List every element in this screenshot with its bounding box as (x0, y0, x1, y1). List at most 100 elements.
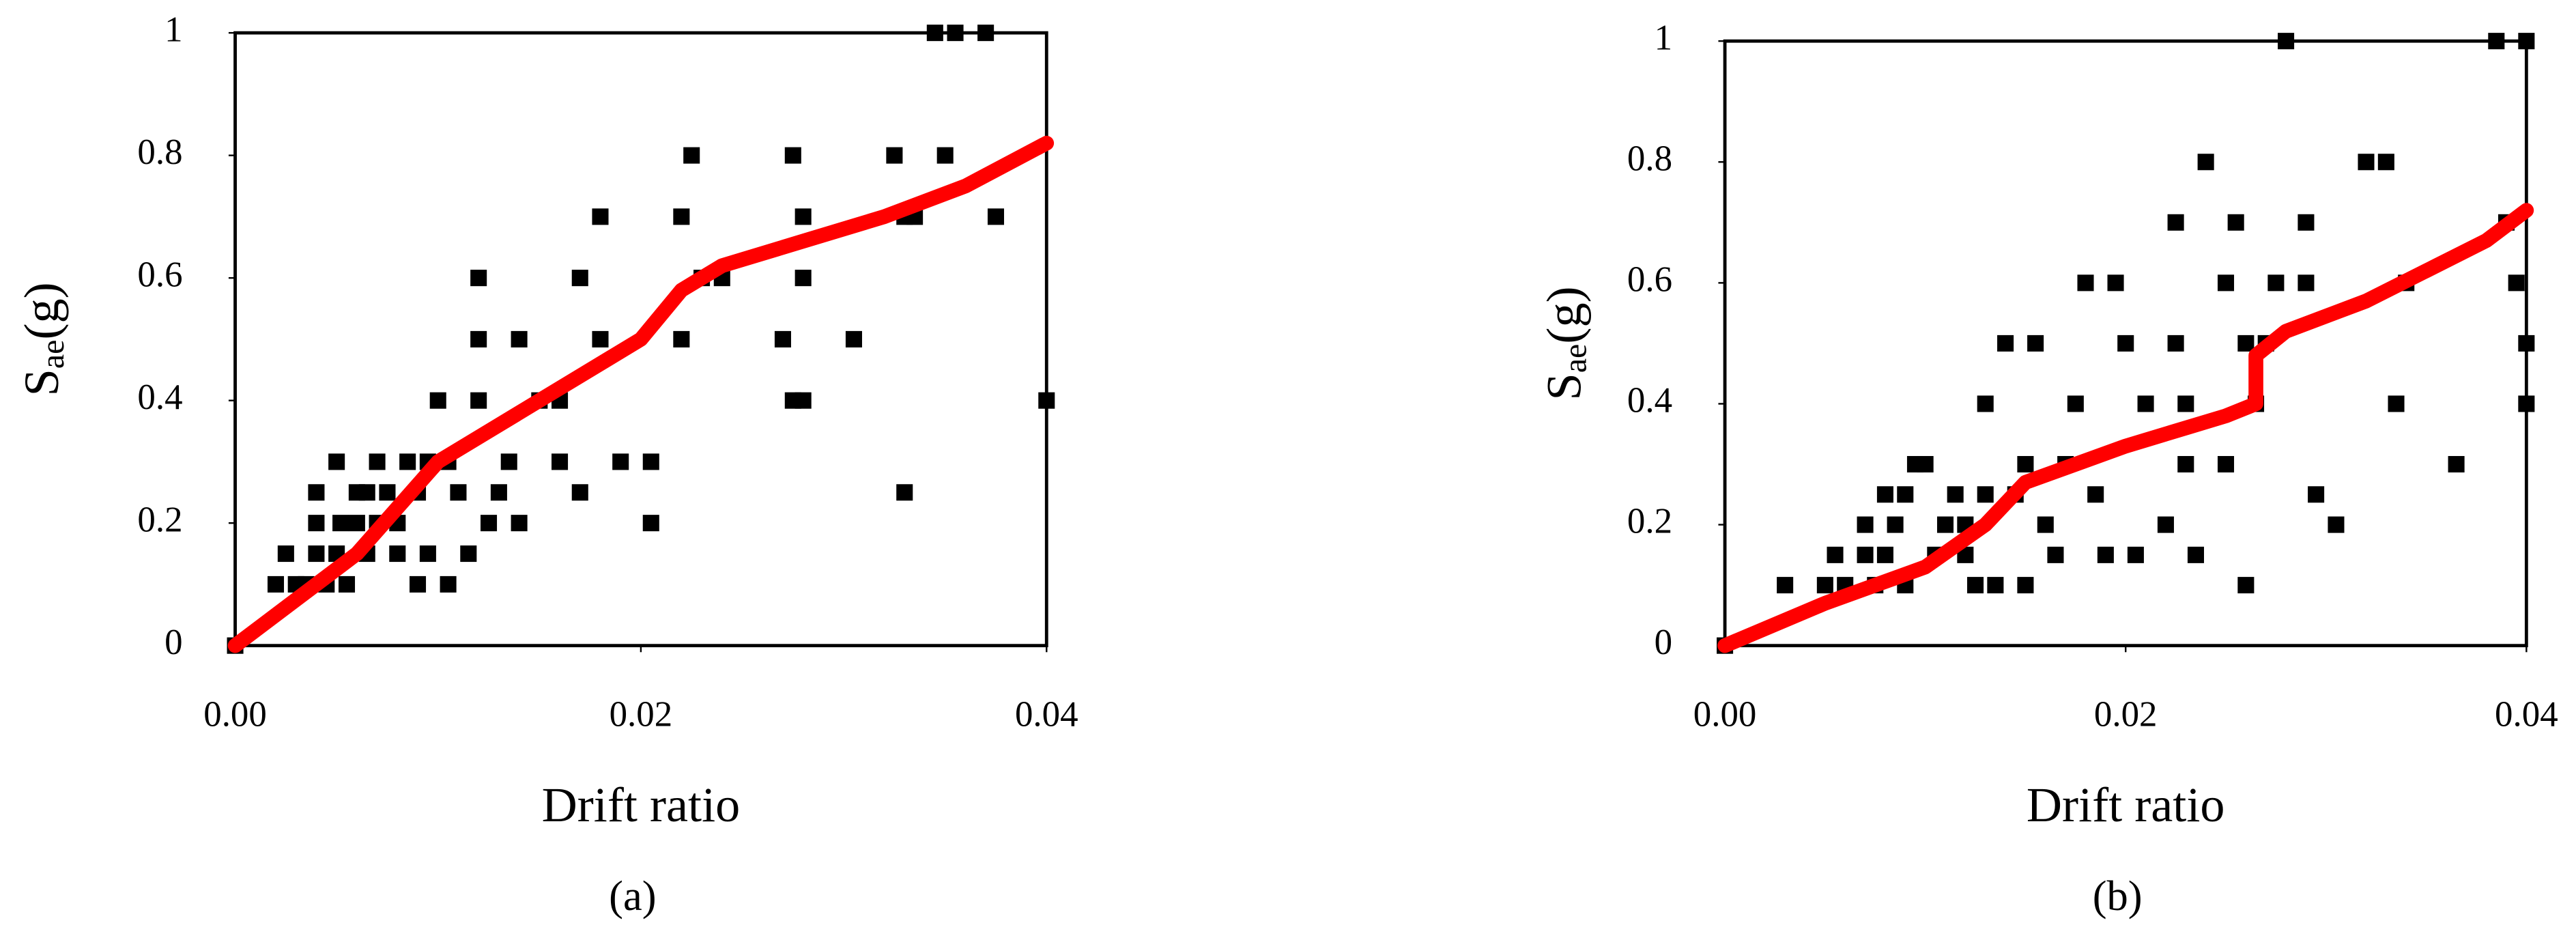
data-point (450, 484, 467, 501)
data-point (460, 545, 477, 563)
data-point (1876, 486, 1893, 503)
data-point (2488, 33, 2505, 50)
data-point (795, 208, 812, 225)
x-tick-label: 0.02 (610, 695, 673, 735)
data-point (2117, 335, 2134, 352)
data-point (592, 330, 609, 347)
data-point (2127, 546, 2144, 563)
data-point (1947, 486, 1964, 503)
data-point (2087, 486, 2104, 503)
panel-caption: (b) (2093, 872, 2143, 920)
data-point (470, 330, 487, 347)
data-point (409, 575, 427, 593)
data-point (947, 25, 964, 42)
fit-curve (227, 135, 1055, 653)
data-point (308, 484, 325, 501)
x-axis-title: Drift ratio (542, 778, 741, 832)
data-point (2107, 274, 2124, 292)
data-point (429, 392, 446, 409)
data-point (470, 392, 487, 409)
data-point (1897, 486, 1914, 503)
y-tick-label: 0.6 (137, 255, 182, 294)
data-point (348, 515, 365, 532)
data-point (511, 515, 528, 532)
data-point (1917, 455, 1934, 473)
data-point (683, 147, 700, 164)
data-point (328, 453, 345, 470)
data-point (2037, 516, 2054, 533)
x-axis-title: Drift ratio (2027, 778, 2225, 832)
data-point (2298, 274, 2315, 292)
data-point (2167, 335, 2184, 352)
data-point (2017, 455, 2034, 473)
data-point (2027, 335, 2044, 352)
data-point (896, 484, 913, 501)
x-tick-label: 0.00 (1693, 695, 1757, 735)
data-point (277, 545, 294, 563)
data-point (2298, 214, 2315, 231)
data-point (511, 330, 528, 347)
fit-curve (1717, 203, 2534, 653)
data-point (379, 484, 396, 501)
data-point (2097, 546, 2114, 563)
data-point (2278, 33, 2295, 50)
data-point (332, 515, 349, 532)
panel-caption: (a) (609, 872, 656, 920)
data-point (1816, 577, 1833, 594)
data-point (571, 270, 588, 287)
y-axis-title-part: (g) (14, 282, 68, 339)
data-point (440, 575, 457, 593)
data-point (2067, 395, 2084, 412)
y-tick-label: 0 (1655, 623, 1672, 662)
data-point (2377, 154, 2394, 171)
data-point (2227, 214, 2244, 231)
data-point (571, 484, 588, 501)
data-point (369, 453, 386, 470)
data-point (2518, 33, 2535, 50)
data-point (1038, 392, 1055, 409)
x-tick-label: 0.00 (203, 695, 267, 735)
data-point (2518, 335, 2535, 352)
data-point (2187, 546, 2204, 563)
x-tick-label: 0.04 (2495, 695, 2558, 735)
y-tick-label: 0.4 (1627, 381, 1672, 421)
data-point (2167, 214, 2184, 231)
data-point (936, 147, 954, 164)
data-point (886, 147, 903, 164)
y-axis-title: Sae(g) (1536, 286, 1594, 400)
data-point (2047, 546, 2064, 563)
data-point (1987, 577, 2004, 594)
data-point (673, 330, 690, 347)
data-point (977, 25, 994, 42)
data-point (267, 575, 285, 593)
data-point (1777, 577, 1794, 594)
data-point (642, 453, 659, 470)
y-tick-label: 0.8 (1627, 139, 1672, 178)
data-point (2017, 577, 2034, 594)
data-point (673, 208, 690, 225)
data-point (1887, 516, 1904, 533)
y-axis-title-part: ae (1558, 344, 1594, 373)
data-point (2308, 486, 2325, 503)
data-point (1857, 516, 1874, 533)
data-point (552, 453, 569, 470)
y-axis-title-part: S (1536, 373, 1591, 400)
data-point (389, 545, 406, 563)
data-point (1876, 546, 1893, 563)
data-point (2237, 335, 2255, 352)
data-point (500, 453, 517, 470)
data-point (2157, 516, 2174, 533)
data-point (2177, 395, 2194, 412)
data-point (2137, 395, 2154, 412)
data-point (2197, 154, 2214, 171)
data-point (2328, 516, 2345, 533)
data-point (795, 270, 812, 287)
data-point (926, 25, 943, 42)
y-axis-title-part: S (14, 369, 68, 396)
data-point (1977, 395, 1994, 412)
data-point (1857, 546, 1874, 563)
data-point (2237, 577, 2255, 594)
data-point (308, 515, 325, 532)
data-point (2217, 455, 2235, 473)
data-point (481, 515, 498, 532)
